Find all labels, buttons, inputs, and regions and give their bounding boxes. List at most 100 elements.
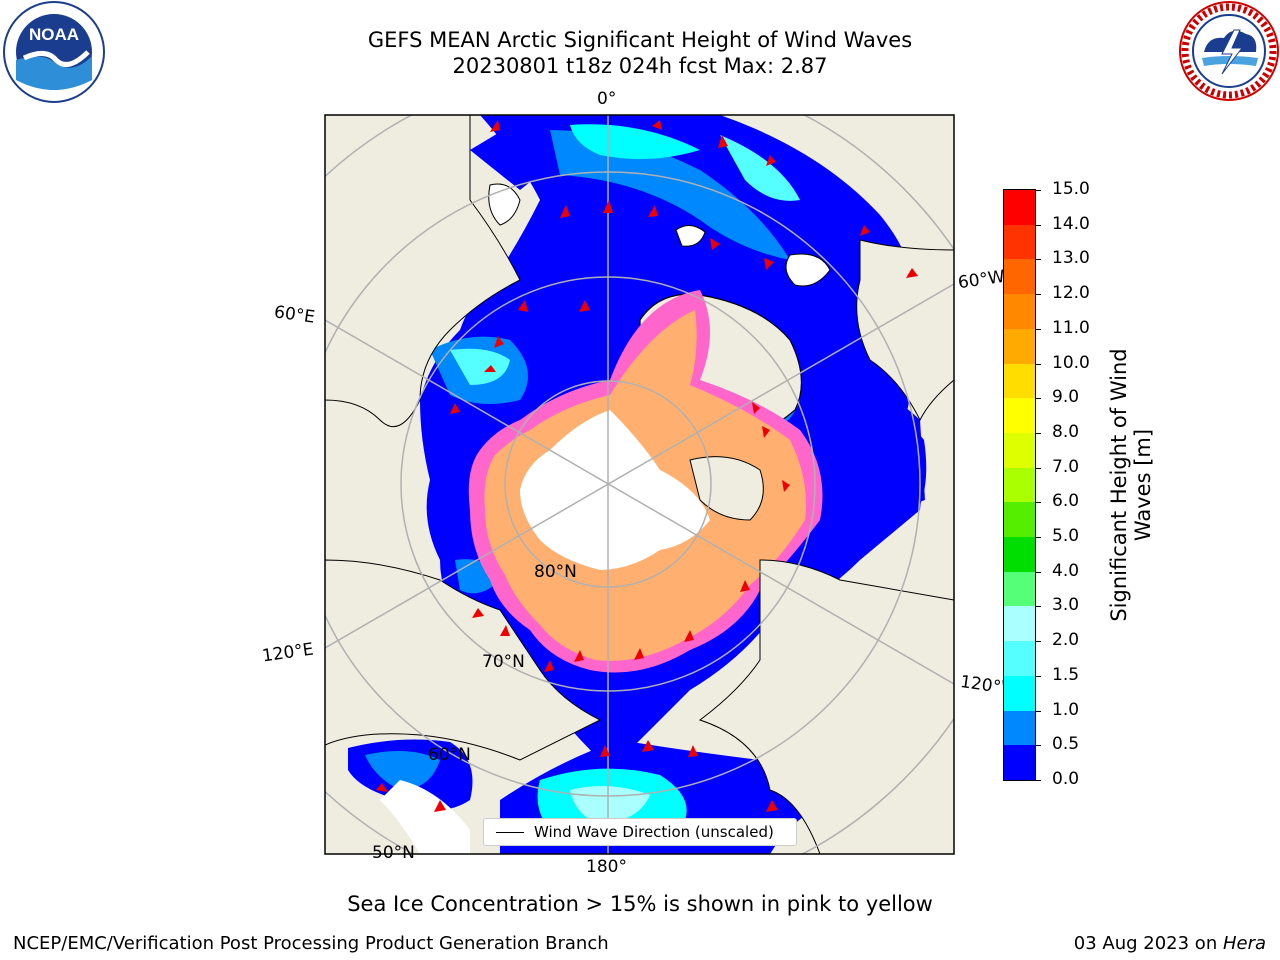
arrow (764, 258, 774, 270)
arrow (740, 580, 750, 592)
colorbar-tick-label: 12.0 (1052, 283, 1090, 304)
wave-band-5 (450, 348, 510, 385)
colorbar-tick-label: 8.0 (1052, 421, 1080, 442)
arrow (472, 608, 484, 618)
polar-map (324, 114, 955, 855)
footer-machine: Hera (1222, 933, 1266, 954)
meridian-120e-60w (325, 283, 954, 649)
colorbar-tick-mark (1035, 467, 1041, 469)
lon-label-right-upper: 60°W (956, 266, 1007, 294)
colorbar-tick-mark (1035, 641, 1041, 643)
colorbar-tick-label: 11.0 (1052, 317, 1090, 338)
colorbar-segment (1004, 328, 1035, 364)
lon-label-bottom: 180° (586, 857, 627, 877)
arrow (906, 268, 918, 278)
arrow (710, 238, 720, 250)
lon-label-left-upper: 60°E (272, 302, 317, 328)
hudson-bay (880, 420, 927, 505)
lon-label-top: 0° (597, 89, 617, 109)
sea-ice-note: Sea Ice Concentration > 15% is shown in … (347, 892, 933, 916)
arrow (518, 300, 528, 312)
colorbar-segment (1004, 641, 1035, 676)
colorbar-segment (1004, 432, 1035, 468)
colorbar-tick-mark (1035, 363, 1041, 365)
colorbar-label: Significant Height of Wind Waves [m] (1107, 348, 1155, 622)
colorbar-tick-label: 2.0 (1052, 630, 1080, 651)
colorbar-tick-mark (1035, 780, 1041, 781)
colorbar-segment (1004, 224, 1035, 260)
colorbar-segment (1004, 606, 1035, 642)
colorbar-tick-mark (1035, 502, 1041, 504)
colorbar-tick-mark (1035, 294, 1041, 296)
colorbar-tick-label: 13.0 (1052, 248, 1090, 269)
meridian-60e-120w (325, 319, 954, 685)
colorbar-segment (1004, 502, 1035, 538)
wave-band-1 (550, 130, 790, 260)
colorbar-tick-label: 10.0 (1052, 352, 1090, 373)
noaa-logo: NOAA (3, 1, 105, 103)
colorbar (1003, 189, 1036, 781)
island-bering-ne (785, 253, 831, 287)
colorbar-tick-label: 0.0 (1052, 769, 1080, 789)
arrow (434, 800, 446, 812)
colorbar-tick-mark (1035, 710, 1041, 712)
colorbar-segment (1004, 190, 1035, 225)
north-america-east (856, 239, 954, 422)
arrow (684, 630, 694, 642)
arrow (762, 426, 770, 438)
nws-logo (1179, 1, 1279, 101)
colorbar-tick-mark (1035, 259, 1041, 261)
sea-ice-core (520, 410, 710, 570)
legend-line-swatch (496, 831, 524, 833)
colorbar-tick-mark (1035, 224, 1041, 226)
footer-date-text: 03 Aug 2023 on (1073, 933, 1223, 954)
colorbar-segment (1004, 259, 1035, 295)
lon-label-left-lower: 120°E (260, 639, 315, 667)
colorbar-tick-label: 9.0 (1052, 387, 1080, 408)
arrow (560, 205, 570, 218)
colorbar-segment (1004, 467, 1035, 503)
arrow (766, 155, 776, 166)
wave-band-3 (720, 135, 800, 201)
colorbar-tick-label: 0.5 (1052, 734, 1080, 755)
colorbar-tick-mark (1035, 745, 1041, 747)
arrow (782, 480, 790, 492)
arrow (376, 783, 388, 792)
colorbar-tick-label: 1.5 (1052, 664, 1080, 685)
arrow (450, 403, 460, 414)
colorbar-tick-mark (1035, 190, 1041, 191)
footer-date: 03 Aug 2023 on Hera (1074, 933, 1266, 954)
colorbar-tick-label: 15.0 (1052, 179, 1090, 199)
colorbar-tick-label: 4.0 (1052, 560, 1080, 581)
colorbar-tick-mark (1035, 432, 1041, 434)
arrow (603, 200, 613, 213)
arrow (652, 120, 662, 130)
arrow (766, 800, 778, 812)
map-legend: Wind Wave Direction (unscaled) (483, 818, 797, 846)
ocean-wave-atlantic (470, 120, 570, 190)
wave-band-2 (570, 124, 700, 159)
colorbar-tick-label: 3.0 (1052, 595, 1080, 616)
arrow (634, 648, 644, 660)
colorbar-tick-mark (1035, 398, 1041, 400)
arrow (642, 740, 654, 752)
arrow (494, 336, 504, 348)
colorbar-tick-label: 6.0 (1052, 491, 1080, 512)
chart-title-line2: 20230801 t18z 024h fcst Max: 2.87 (452, 54, 828, 78)
arrow (574, 650, 584, 662)
colorbar-segment (1004, 571, 1035, 607)
arrow (688, 745, 698, 757)
map-frame (324, 114, 955, 855)
lat-label-60: 60°N (428, 745, 471, 765)
arrow (500, 625, 510, 636)
colorbar-tick-mark (1035, 606, 1041, 608)
chart-title-line1: GEFS MEAN Arctic Significant Height of W… (367, 28, 913, 52)
arrow (752, 402, 760, 414)
arrow (860, 225, 870, 236)
colorbar-tick-mark (1035, 537, 1041, 539)
colorbar-segment (1004, 745, 1035, 780)
graticule (325, 115, 954, 854)
colorbar-segment (1004, 710, 1035, 746)
colorbar-segment (1004, 363, 1035, 399)
colorbar-tick-label: 14.0 (1052, 213, 1090, 234)
